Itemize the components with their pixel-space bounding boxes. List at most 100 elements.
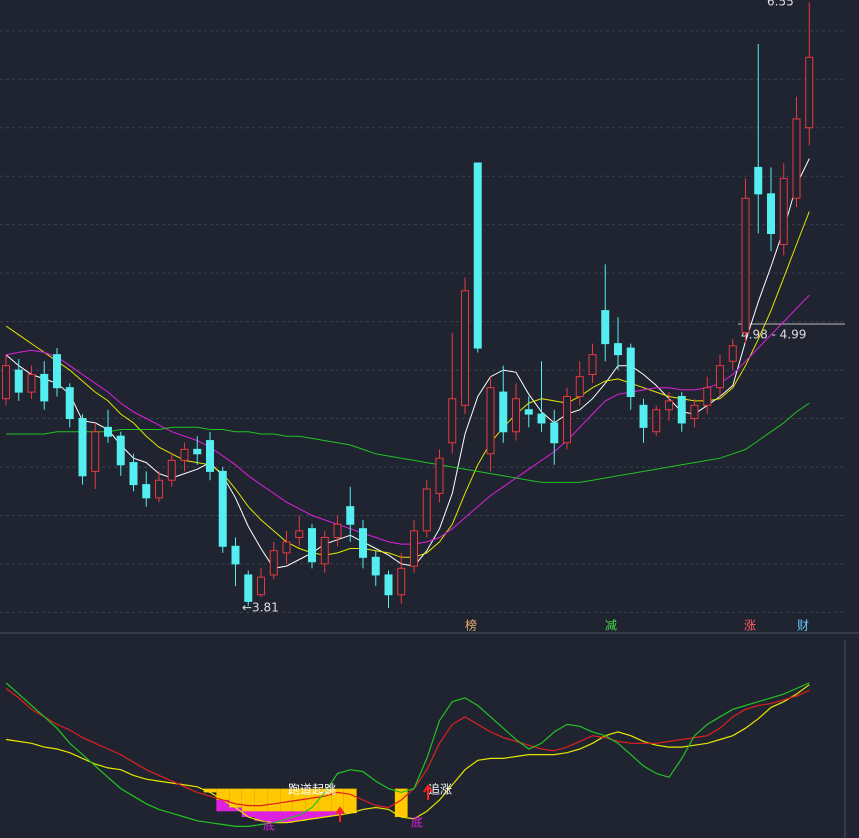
price-label: 4.98 - 4.99	[741, 328, 806, 342]
indicator-bar	[343, 788, 357, 814]
candle-body	[512, 398, 520, 433]
candle-body	[435, 457, 444, 494]
candle-body	[524, 409, 533, 415]
indicator-bar	[229, 807, 242, 812]
candle-body	[116, 435, 125, 466]
marker: 榜	[465, 618, 477, 633]
candle-body	[486, 387, 495, 455]
indicator-overlay: 跑道起跳 追涨底 底	[263, 782, 452, 833]
candle-body	[728, 345, 737, 362]
candle-body	[754, 166, 763, 195]
candle-body	[703, 387, 712, 406]
high-label: 6.55	[767, 0, 794, 9]
indicator-bar	[305, 811, 319, 819]
candle-body	[677, 396, 686, 424]
indicator-line	[5, 684, 810, 824]
indicator-label: 底	[411, 815, 423, 830]
candle-body	[40, 373, 49, 402]
candle-body	[461, 290, 469, 406]
candle-body	[550, 422, 559, 444]
indicator-bar	[280, 811, 293, 823]
candle-body	[716, 365, 724, 389]
candle-body	[665, 400, 673, 411]
candle-body	[193, 448, 202, 455]
candle-body	[422, 488, 431, 532]
candle-body	[65, 387, 74, 420]
candle-body	[346, 506, 355, 525]
candle-body	[333, 523, 342, 538]
candle-body	[792, 118, 801, 199]
candle-body	[779, 177, 788, 246]
candle-body	[741, 197, 750, 334]
candle-body	[448, 398, 457, 444]
candle-body	[129, 462, 138, 486]
candle-body	[397, 567, 406, 596]
candle-body	[244, 574, 253, 602]
marker: 减	[605, 619, 617, 633]
indicator-bar	[394, 788, 408, 817]
candle-body	[53, 354, 61, 389]
candle-body	[371, 556, 380, 576]
candle-body	[575, 376, 584, 398]
candle-body	[257, 576, 265, 596]
candle-body	[473, 162, 482, 349]
indicator-bar	[267, 811, 281, 823]
candle-body	[104, 426, 112, 437]
candle-body	[614, 343, 622, 356]
candle-body	[690, 404, 699, 420]
candle-body	[91, 431, 100, 472]
arrow	[423, 784, 433, 800]
candle-body	[320, 536, 329, 565]
marker: 涨	[744, 618, 756, 633]
indicator-bar	[292, 811, 306, 821]
indicator-label: 追涨	[428, 782, 452, 797]
candle-body	[2, 365, 10, 400]
low-label: ←3.81	[242, 601, 279, 615]
candle-body	[499, 391, 508, 433]
moving-average	[5, 158, 810, 569]
candle-body	[767, 193, 775, 234]
arrow	[335, 806, 345, 822]
indicator-bar	[216, 799, 230, 812]
indicator-line	[5, 688, 810, 809]
candle-body	[269, 550, 278, 576]
candle-body	[231, 545, 240, 565]
candle-body	[27, 373, 36, 393]
candle-body	[410, 530, 418, 567]
candle-body	[626, 347, 635, 398]
candle-body	[295, 530, 304, 538]
candle-body	[537, 413, 546, 424]
moving-average	[6, 402, 810, 483]
moving-average	[5, 294, 810, 545]
candle-body	[805, 56, 814, 129]
candle-body	[218, 470, 227, 547]
candle-body	[384, 574, 393, 596]
candle-body	[652, 409, 661, 433]
indicator-bar	[254, 811, 268, 821]
candle-body	[601, 310, 610, 345]
candle-body	[14, 369, 23, 393]
indicator-bar	[203, 788, 217, 793]
candle-body	[588, 354, 597, 375]
candle-body	[78, 418, 87, 477]
candle-body	[167, 459, 176, 481]
candle-body	[639, 404, 648, 428]
indicator-line	[5, 682, 810, 827]
marker: 财	[797, 619, 809, 633]
candle-body	[206, 440, 214, 472]
indicator-label: 跑道起跳	[288, 783, 336, 797]
candle-body	[180, 448, 189, 461]
candle-body	[282, 541, 291, 554]
indicator-label: 底	[263, 818, 275, 833]
indicator-bar	[216, 788, 230, 800]
candle-body	[142, 484, 151, 499]
candle-body	[155, 479, 163, 499]
indicator-bar	[318, 811, 332, 817]
indicator-bar	[241, 788, 255, 817]
candle-body	[308, 528, 316, 563]
indicator-bar	[241, 811, 255, 817]
candle-body	[359, 528, 367, 558]
candle-body	[563, 396, 571, 444]
